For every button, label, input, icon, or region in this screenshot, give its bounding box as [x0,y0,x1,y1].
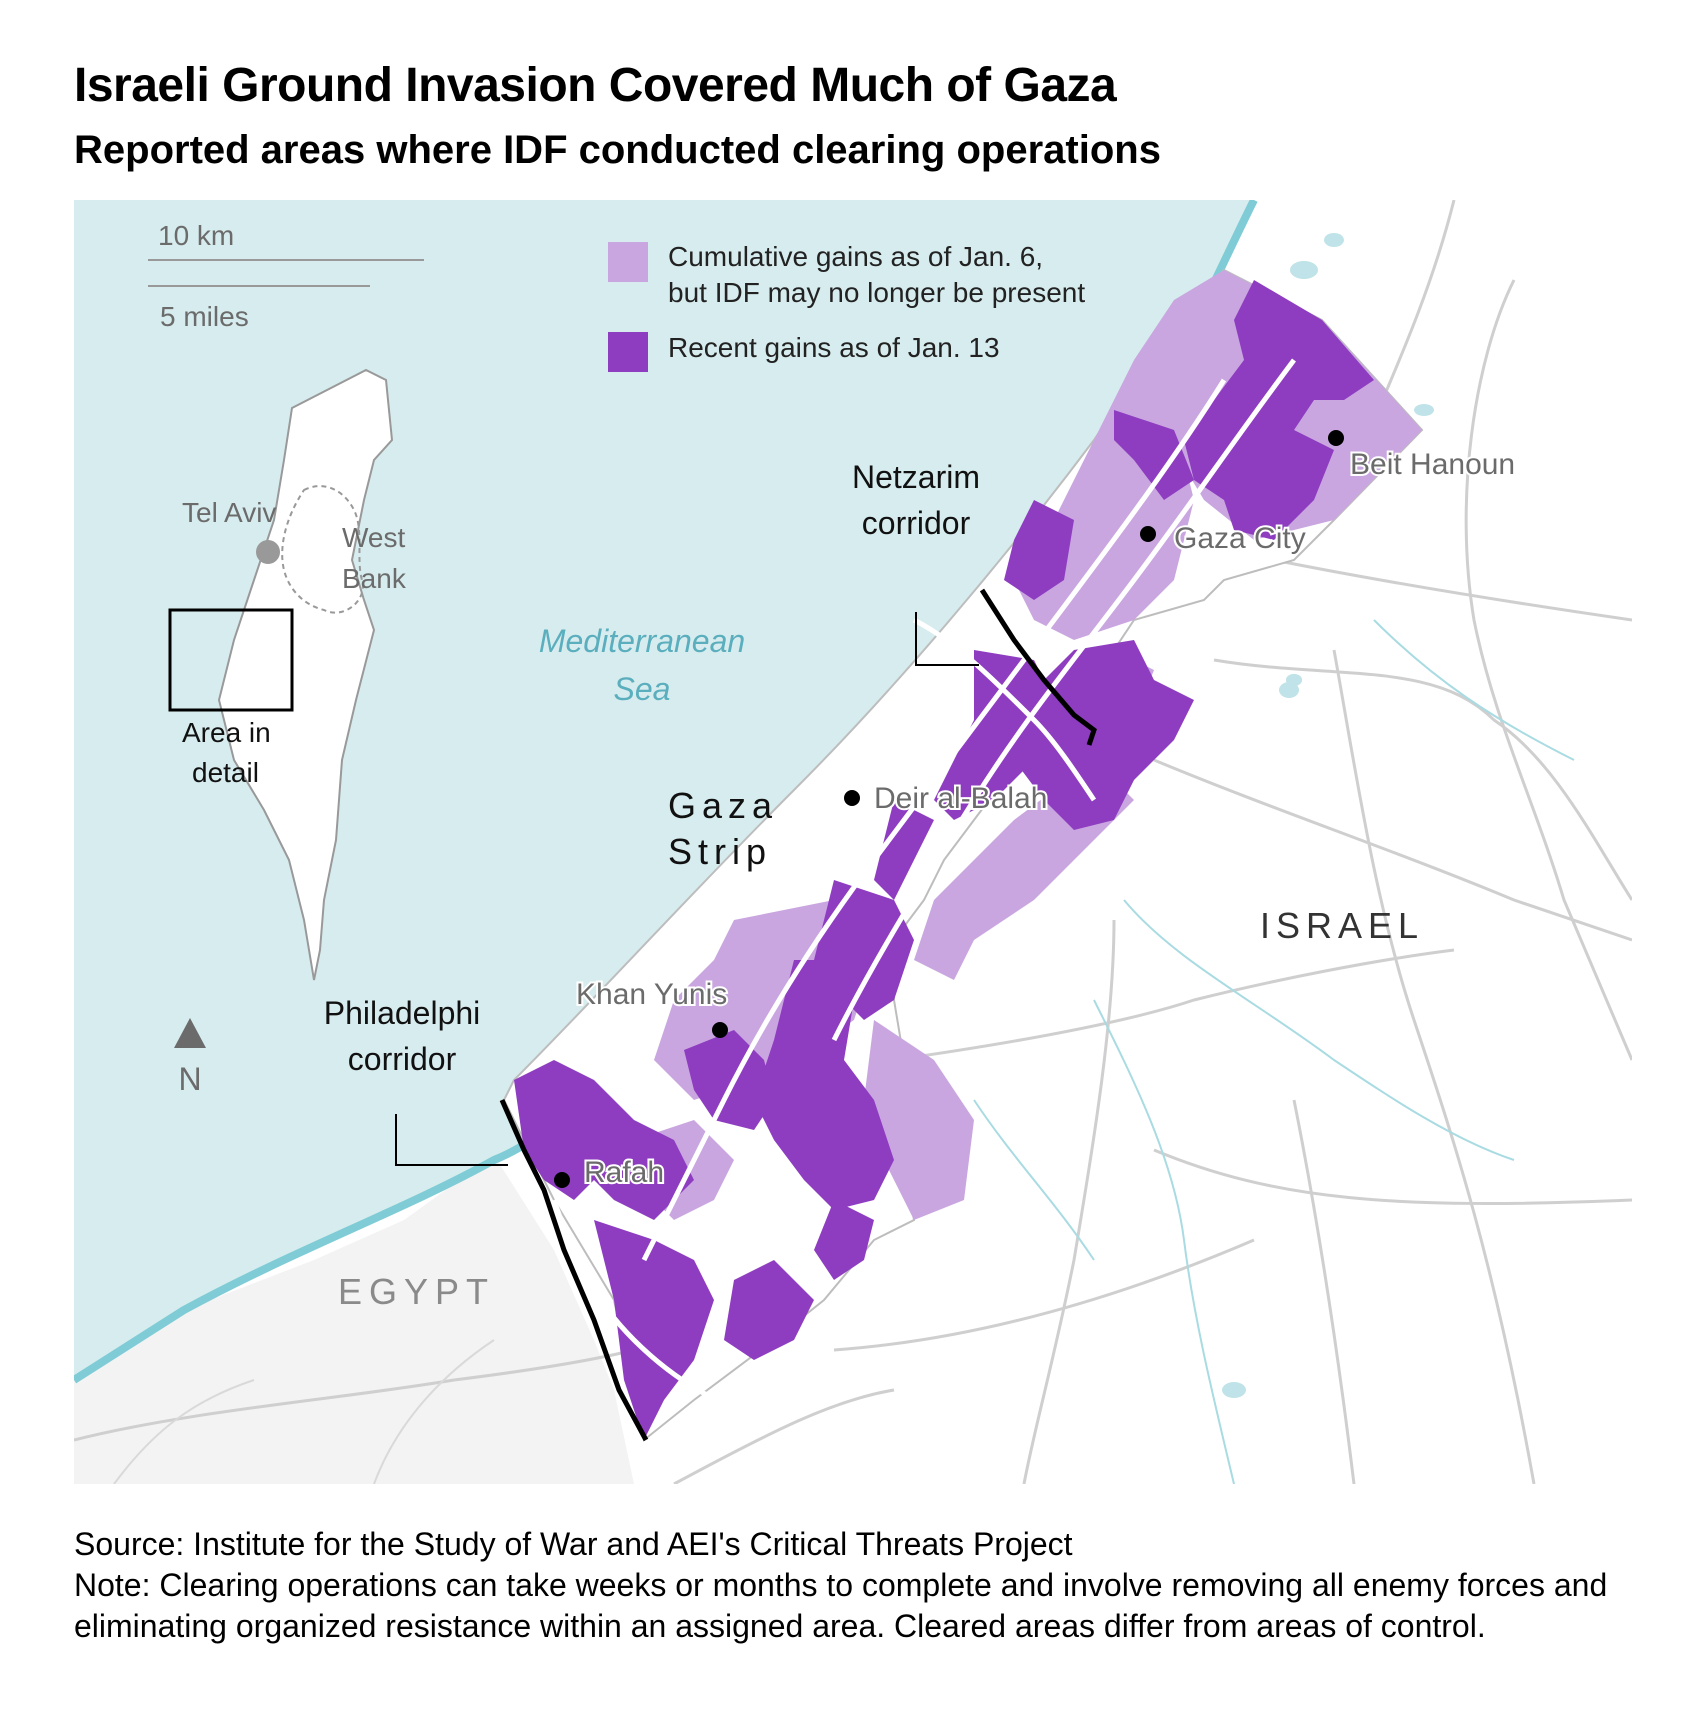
legend-cumulative-line2: but IDF may no longer be present [668,277,1085,308]
city-dot [844,790,860,806]
city-dot [1328,430,1344,446]
philadelphi-label-1: Philadelphi [324,995,481,1031]
scale-km-label: 10 km [158,220,234,251]
map-canvas: 10 km 5 miles Cumulative gains as of Jan… [74,200,1632,1484]
philadelphi-leader [395,1114,508,1166]
city-deir-al-balah: Deir al-Balah [844,780,1049,817]
netzarim-leader [915,612,979,666]
map: 10 km 5 miles Cumulative gains as of Jan… [74,200,1632,1484]
west-bank-label-2: Bank [342,563,407,594]
streams [973,619,1575,1484]
inset-west-bank-outline [281,485,364,614]
egypt-area [74,1155,634,1484]
north-label: N [178,1061,201,1097]
inset-map: Tel Aviv West Bank Area in detail [168,368,407,981]
tel-aviv-label: Tel Aviv [182,497,276,528]
city-rafah: Rafah [554,1154,666,1191]
city-label: Khan Yunis [576,978,727,1011]
water-bodies [1222,233,1434,1398]
roads [74,200,1632,1484]
page-title: Israeli Ground Invasion Covered Much of … [74,59,1117,112]
city-dot [712,1022,728,1038]
inset-israel-outline [217,368,394,981]
legend-recent-swatch [608,332,648,372]
city-dot [554,1172,570,1188]
area-in-detail-label-1: Area in [182,717,271,748]
legend-cumulative-line1: Cumulative gains as of Jan. 6, [668,241,1043,272]
city-gaza-city: Gaza City [1140,520,1308,557]
city-beit-hanoun: Beit Hanoun [1328,430,1517,483]
footer: Source: Institute for the Study of War a… [74,1524,1634,1647]
egypt-label: EGYPT [338,1271,495,1312]
source-text: Source: Institute for the Study of War a… [74,1526,1073,1562]
gaza-strip-label-1: Gaza [668,785,778,826]
sea-label-2: Sea [614,671,671,707]
gaza-roads [551,358,1297,1423]
city-khan-yunis: Khan Yunis [574,976,729,1038]
netzarim-label-2: corridor [862,505,971,541]
scale-miles-label: 5 miles [160,301,249,332]
legend-cumulative-swatch [608,242,648,282]
philadelphi-corridor-line [499,1098,649,1442]
area-in-detail-box [168,608,294,712]
mediterranean-sea [74,200,1254,1380]
city-label: Beit Hanoun [1350,448,1515,481]
egypt-roads [113,1339,495,1484]
philadelphi-label-2: corridor [348,1041,457,1077]
city-label: Deir al-Balah [874,782,1047,815]
israel-label: ISRAEL [1260,905,1424,946]
city-label: Rafah [584,1156,664,1189]
west-bank-label-1: West [342,522,405,553]
note-text: Note: Clearing operations can take weeks… [74,1567,1608,1644]
page-subtitle: Reported areas where IDF conducted clear… [74,128,1161,172]
city-dot [1140,526,1156,542]
tel-aviv-dot [256,540,280,564]
gaza-strip-label-2: Strip [668,831,772,872]
netzarim-label-1: Netzarim [852,459,980,495]
area-in-detail-label-2: detail [192,757,259,788]
netzarim-corridor-line [979,588,1097,746]
north-arrow-icon [174,1018,206,1048]
legend-recent-label: Recent gains as of Jan. 13 [668,332,1000,363]
city-label: Gaza City [1174,522,1306,555]
sea-label-1: Mediterranean [539,623,745,659]
